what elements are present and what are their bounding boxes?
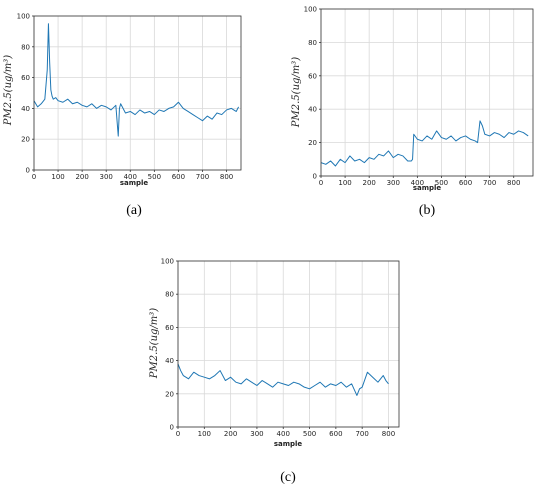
y-tick-label: 20 — [165, 390, 174, 398]
chart-panel-0: 0 100 200 300 400 500 600 700 800 0 20 40 60 80 100 sam… — [3, 13, 242, 218]
x-tick-label: 100 — [51, 173, 64, 181]
panel-label: (b) — [419, 203, 436, 218]
x-tick-label: 300 — [387, 179, 400, 187]
y-tick-label: 0 — [26, 167, 30, 175]
x-axis-label: sample — [120, 179, 149, 187]
x-tick-label: 100 — [198, 430, 211, 438]
x-tick-label: 800 — [220, 173, 233, 181]
y-tick-label: 60 — [308, 72, 317, 80]
y-tick-label: 60 — [21, 74, 30, 82]
panel-label: (c) — [280, 470, 296, 485]
y-tick-label: 20 — [21, 136, 30, 144]
x-tick-label: 400 — [124, 173, 137, 181]
chart-panel-1: 0 100 200 300 400 500 600 700 800 0 20 40 60 80 100 sam… — [291, 6, 534, 218]
y-tick-label: 80 — [21, 43, 30, 51]
y-tick-label: 40 — [165, 357, 174, 365]
x-axis-label: sample — [274, 440, 303, 448]
y-tick-label: 60 — [165, 324, 174, 332]
x-tick-label: 600 — [329, 430, 342, 438]
x-tick-label: 600 — [172, 173, 185, 181]
x-tick-label: 300 — [100, 173, 113, 181]
x-tick-label: 500 — [148, 173, 161, 181]
x-axis-label: sample — [413, 184, 442, 192]
x-tick-label: 700 — [355, 430, 368, 438]
x-tick-label: 700 — [483, 179, 496, 187]
x-tick-label: 0 — [176, 430, 180, 438]
x-tick-label: 200 — [362, 179, 375, 187]
pm25-series-line — [320, 120, 529, 167]
y-tick-label: 40 — [21, 105, 30, 113]
y-tick-label: 100 — [304, 6, 317, 14]
x-tick-label: 800 — [382, 430, 395, 438]
y-tick-label: 40 — [308, 106, 317, 114]
y-tick-label: 0 — [170, 424, 174, 432]
x-tick-label: 500 — [303, 430, 316, 438]
y-tick-label: 80 — [165, 291, 174, 299]
x-tick-label: 200 — [75, 173, 88, 181]
plot-frame — [33, 15, 242, 171]
x-tick-label: 500 — [435, 179, 448, 187]
x-tick-label: 0 — [319, 179, 323, 187]
x-tick-label: 400 — [277, 430, 290, 438]
x-tick-label: 400 — [411, 179, 424, 187]
x-tick-label: 600 — [459, 179, 472, 187]
y-tick-label: 100 — [161, 258, 174, 266]
x-tick-label: 200 — [224, 430, 237, 438]
pm25-series-line — [177, 363, 389, 396]
x-tick-label: 700 — [196, 173, 209, 181]
y-tick-label: 0 — [313, 173, 317, 181]
y-axis-label: PM2.5(ug/m³) — [3, 55, 14, 126]
x-tick-label: 100 — [338, 179, 351, 187]
chart-panel-2: 0 100 200 300 400 500 600 700 800 0 20 40 60 80 100 sam… — [149, 258, 400, 485]
pm25-series-line — [33, 23, 240, 137]
y-tick-label: 100 — [17, 13, 30, 21]
y-tick-label: 20 — [308, 139, 317, 147]
y-axis-label: PM2.5(ug/m³) — [149, 308, 160, 379]
panel-label: (a) — [126, 203, 142, 218]
x-tick-label: 300 — [250, 430, 263, 438]
plot-frame — [320, 8, 534, 177]
x-tick-label: 0 — [32, 173, 36, 181]
y-tick-label: 80 — [308, 39, 317, 47]
x-tick-label: 800 — [507, 179, 520, 187]
y-axis-label: PM2.5(ug/m³) — [291, 57, 302, 128]
plot-frame — [177, 260, 400, 428]
